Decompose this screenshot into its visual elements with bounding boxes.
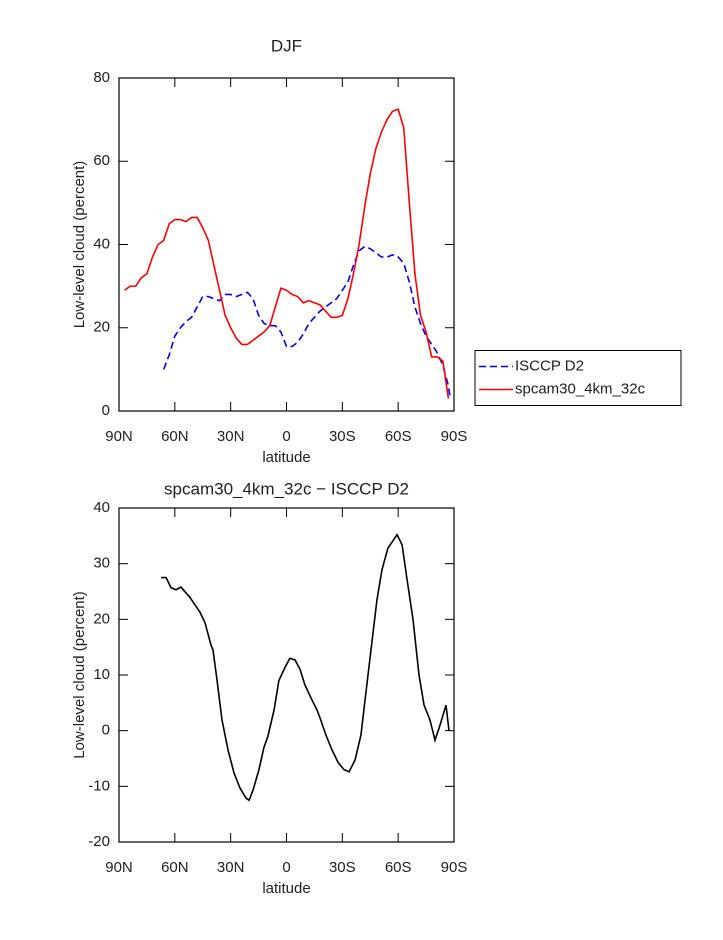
legend-label: spcam30_4km_32c [515, 380, 646, 397]
y-tick-label: 0 [102, 722, 110, 739]
x-tick-label: 90N [105, 859, 133, 876]
x-tick-label: 30N [217, 859, 245, 876]
y-tick-label: 10 [93, 666, 110, 683]
y-tick-label: -20 [88, 833, 110, 850]
y-tick-label: 30 [93, 555, 110, 572]
x-tick-label: 30S [329, 859, 356, 876]
x-tick-label: 60N [161, 428, 189, 445]
x-tick-label: 30N [217, 428, 245, 445]
legend-label: ISCCP D2 [515, 357, 584, 374]
x-tick-label: 0 [282, 859, 290, 876]
x-tick-label: 90N [105, 428, 133, 445]
y-tick-label: 0 [102, 402, 110, 419]
x-tick-label: 60N [161, 859, 189, 876]
y-tick-label: 40 [93, 235, 110, 252]
x-tick-label: 60S [385, 428, 412, 445]
series-line [162, 245, 452, 399]
legend-box [474, 350, 682, 406]
x-axis-label: latitude [262, 449, 310, 466]
y-tick-label: 20 [93, 610, 110, 627]
y-tick-label: 80 [93, 69, 110, 86]
plot-frame [118, 77, 455, 412]
chart-title: DJF [271, 36, 302, 55]
chart-title: spcam30_4km_32c − ISCCP D2 [164, 479, 409, 498]
x-axis-label: latitude [262, 880, 310, 897]
y-tick-label: 40 [93, 499, 110, 516]
y-tick-label: 20 [93, 319, 110, 336]
x-tick-label: 0 [282, 428, 290, 445]
y-tick-label: -10 [88, 777, 110, 794]
x-tick-label: 90S [441, 859, 468, 876]
x-tick-label: 60S [385, 859, 412, 876]
y-axis-label: Low-level cloud (percent) [71, 161, 88, 329]
series-line [161, 533, 450, 802]
series-line [124, 108, 450, 399]
plot-frame [118, 507, 455, 843]
x-tick-label: 30S [329, 428, 356, 445]
y-tick-label: 60 [93, 152, 110, 169]
x-tick-label: 90S [441, 428, 468, 445]
y-axis-label: Low-level cloud (percent) [71, 591, 88, 759]
